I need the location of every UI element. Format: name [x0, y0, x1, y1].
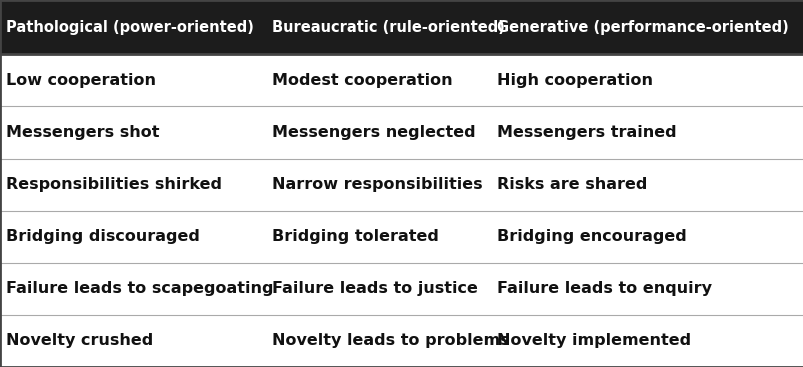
- Text: Failure leads to scapegoating: Failure leads to scapegoating: [6, 281, 274, 296]
- Text: Messengers trained: Messengers trained: [496, 125, 675, 140]
- Text: Novelty implemented: Novelty implemented: [496, 334, 690, 348]
- Text: Bridging tolerated: Bridging tolerated: [271, 229, 438, 244]
- Text: Bureaucratic (rule-oriented): Bureaucratic (rule-oriented): [271, 20, 504, 34]
- Text: Narrow responsibilities: Narrow responsibilities: [271, 177, 482, 192]
- Text: Pathological (power-oriented): Pathological (power-oriented): [6, 20, 254, 34]
- Text: High cooperation: High cooperation: [496, 73, 652, 88]
- Text: Novelty crushed: Novelty crushed: [6, 334, 153, 348]
- Text: Modest cooperation: Modest cooperation: [271, 73, 452, 88]
- Text: Failure leads to enquiry: Failure leads to enquiry: [496, 281, 711, 296]
- Text: Bridging encouraged: Bridging encouraged: [496, 229, 686, 244]
- Text: Risks are shared: Risks are shared: [496, 177, 646, 192]
- Text: Novelty leads to problems: Novelty leads to problems: [271, 334, 509, 348]
- Text: Bridging discouraged: Bridging discouraged: [6, 229, 200, 244]
- Text: Failure leads to justice: Failure leads to justice: [271, 281, 477, 296]
- Text: Messengers shot: Messengers shot: [6, 125, 160, 140]
- Text: Responsibilities shirked: Responsibilities shirked: [6, 177, 222, 192]
- Bar: [0, 0, 803, 54]
- Text: Low cooperation: Low cooperation: [6, 73, 157, 88]
- Text: Messengers neglected: Messengers neglected: [271, 125, 475, 140]
- Text: Generative (performance-oriented): Generative (performance-oriented): [496, 20, 788, 34]
